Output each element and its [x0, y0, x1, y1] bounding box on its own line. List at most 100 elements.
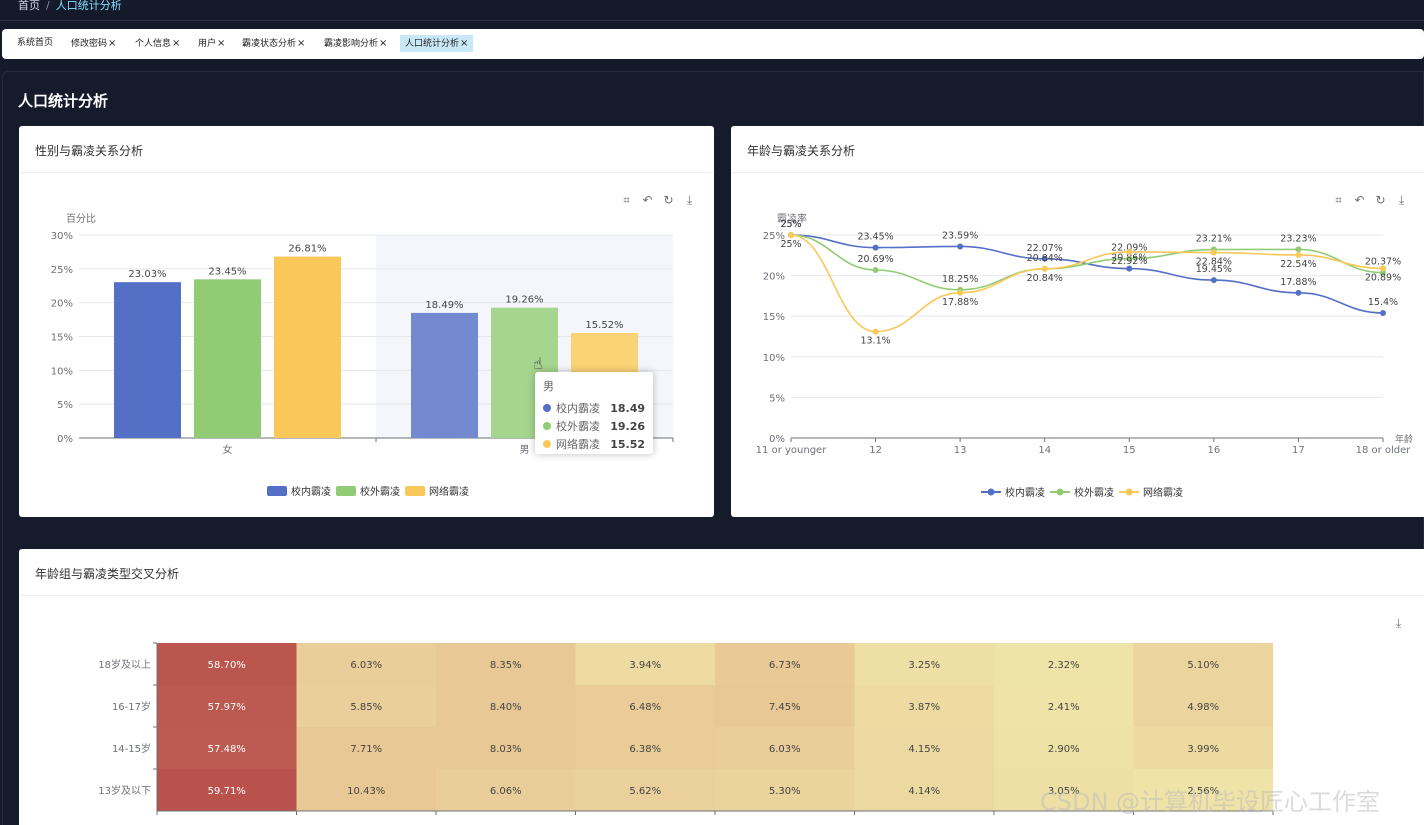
tab-3[interactable]: 用户×: [193, 35, 230, 52]
legend-swatch[interactable]: [336, 486, 356, 496]
heatmap-cell[interactable]: [157, 769, 297, 811]
line-point[interactable]: [1295, 251, 1302, 258]
legend-label[interactable]: 校内霸凌: [291, 485, 331, 498]
heatmap-cell[interactable]: [715, 727, 855, 769]
line-point[interactable]: [1126, 265, 1133, 272]
heatmap-cell[interactable]: [1133, 769, 1274, 811]
heatmap-cell[interactable]: [296, 685, 437, 727]
heatmap-cell[interactable]: [575, 685, 716, 727]
heatmap-cell[interactable]: [715, 643, 855, 685]
heatmap-cell-label: 6.73%: [769, 660, 801, 671]
heatmap-cell[interactable]: [436, 643, 576, 685]
tab-1[interactable]: 修改密码×: [66, 35, 121, 52]
line-point[interactable]: [872, 266, 879, 273]
breadcrumb-home[interactable]: 首页: [18, 0, 40, 12]
legend-label[interactable]: 校内霸凌: [1005, 486, 1045, 499]
tab-2[interactable]: 个人信息×: [130, 35, 185, 52]
close-icon[interactable]: ×: [172, 38, 181, 49]
legend-label[interactable]: 网络霸凌: [429, 485, 469, 498]
heatmap-cell[interactable]: [994, 643, 1134, 685]
heatmap-cell[interactable]: [436, 769, 576, 811]
heatmap-cell-label: 8.03%: [490, 744, 522, 755]
heatmap-cell[interactable]: [994, 769, 1134, 811]
heatmap-cell[interactable]: [575, 769, 716, 811]
legend-swatch[interactable]: [267, 486, 287, 496]
heatmap-cell[interactable]: [296, 643, 437, 685]
bar[interactable]: [411, 312, 478, 438]
heatmap-cell[interactable]: [575, 643, 716, 685]
legend-label[interactable]: 校外霸凌: [360, 485, 400, 498]
heatmap-cell[interactable]: [1133, 685, 1274, 727]
undo-icon[interactable]: ↶: [1354, 193, 1365, 207]
bar[interactable]: [114, 282, 181, 438]
heatmap-cell[interactable]: [994, 727, 1134, 769]
tab-4[interactable]: 霸凌状态分析×: [237, 35, 310, 52]
heatmap-cell[interactable]: [157, 727, 297, 769]
heatmap-cell[interactable]: [854, 727, 995, 769]
legend-label[interactable]: 校外霸凌: [1074, 486, 1114, 499]
undo-icon[interactable]: ↶: [642, 193, 653, 207]
line-point[interactable]: [872, 244, 879, 251]
heatmap-cell[interactable]: [715, 769, 855, 811]
refresh-icon[interactable]: ↻: [1375, 193, 1386, 207]
heatmap-cell[interactable]: [436, 685, 576, 727]
tab-5[interactable]: 霸凌影响分析×: [319, 35, 392, 52]
line-point[interactable]: [1295, 246, 1302, 253]
x-tick-label: 16: [1207, 445, 1220, 456]
close-icon[interactable]: ×: [217, 38, 226, 49]
line-point[interactable]: [1210, 277, 1217, 284]
line-point[interactable]: [788, 232, 794, 238]
heatmap-cell[interactable]: [157, 685, 297, 727]
age-type-heatmap[interactable]: 18岁及以上 58.70% 6.03% 8.35% 3.94% 6.73% 3.25% 2.3…: [19, 549, 1424, 825]
line-point[interactable]: [1126, 255, 1133, 262]
line-point[interactable]: [1041, 265, 1048, 272]
heatmap-cell[interactable]: [296, 769, 437, 811]
download-icon[interactable]: ⤓: [686, 193, 693, 207]
bar-value-label: 23.03%: [128, 269, 166, 280]
heatmap-cell[interactable]: [1133, 727, 1274, 769]
close-icon[interactable]: ×: [460, 38, 469, 49]
heatmap-cell[interactable]: [994, 685, 1134, 727]
legend-dot-icon[interactable]: [987, 488, 995, 496]
tab-6[interactable]: 人口统计分析×: [400, 35, 474, 52]
close-icon[interactable]: ×: [297, 38, 306, 49]
heatmap-cell[interactable]: [854, 685, 995, 727]
download-icon[interactable]: ⤓: [1398, 193, 1405, 207]
line-point[interactable]: [1380, 269, 1386, 276]
crop-icon[interactable]: ⌗: [623, 193, 630, 207]
series-line[interactable]: [790, 234, 1384, 314]
legend-swatch[interactable]: [405, 486, 425, 496]
line-point[interactable]: [1041, 255, 1048, 262]
series-line[interactable]: [790, 234, 1384, 291]
line-point[interactable]: [872, 328, 879, 335]
refresh-icon[interactable]: ↻: [663, 193, 674, 207]
heatmap-cell[interactable]: [854, 769, 995, 811]
heatmap-cell-label: 5.30%: [769, 786, 801, 797]
bar[interactable]: [194, 279, 261, 438]
heatmap-cell[interactable]: [854, 643, 995, 685]
heatmap-cell[interactable]: [1133, 643, 1274, 685]
heatmap-cell[interactable]: [436, 727, 576, 769]
legend-dot-icon[interactable]: [1056, 488, 1064, 496]
legend-dot-icon[interactable]: [1125, 488, 1133, 496]
close-icon[interactable]: ×: [108, 38, 117, 49]
line-point[interactable]: [1380, 265, 1386, 272]
line-point[interactable]: [1210, 249, 1217, 256]
heatmap-cell[interactable]: [157, 643, 297, 685]
close-icon[interactable]: ×: [379, 38, 388, 49]
tab-0[interactable]: 系统首页: [12, 35, 58, 52]
download-icon[interactable]: ⤓: [1395, 616, 1402, 630]
line-point[interactable]: [957, 289, 964, 296]
crop-icon[interactable]: ⌗: [1335, 193, 1342, 207]
heatmap-cell[interactable]: [296, 727, 437, 769]
line-point[interactable]: [1380, 309, 1386, 316]
legend-label[interactable]: 网络霸凌: [1143, 486, 1183, 499]
line-point[interactable]: [1295, 289, 1302, 296]
heatmap-cell[interactable]: [575, 727, 716, 769]
line-point[interactable]: [957, 243, 964, 250]
heatmap-cell[interactable]: [715, 685, 855, 727]
line-point[interactable]: [1126, 248, 1133, 255]
bar[interactable]: [274, 256, 341, 438]
